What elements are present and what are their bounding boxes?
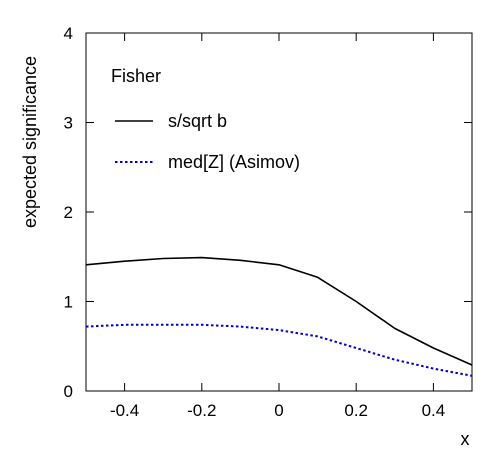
series-line-med-z-asimov [85, 323, 473, 377]
legend-title: Fisher [111, 66, 161, 86]
legend-label-med-z-asimov: med[Z] (Asimov) [168, 152, 300, 172]
y-tick-label: 3 [64, 114, 73, 133]
series-line-s-sqrt-b [85, 256, 473, 366]
legend: Fisher s/sqrt b med[Z] (Asimov) [111, 66, 300, 172]
x-tick-label: 0.2 [344, 401, 368, 420]
tick-marks [86, 32, 472, 392]
series-lines [85, 256, 473, 377]
plot-frame [85, 32, 473, 392]
x-tick-label: -0.2 [187, 401, 216, 420]
y-axis-title: expected significance [20, 56, 40, 228]
y-tick-label: 4 [64, 24, 73, 43]
x-axis-title: x [461, 429, 470, 449]
x-tick-label: 0 [274, 401, 283, 420]
y-tick-label: 2 [64, 203, 73, 222]
y-tick-label: 1 [64, 293, 73, 312]
y-tick-label: 0 [64, 382, 73, 401]
tick-labels: -0.4 -0.2 0 0.2 0.4 0 1 2 3 4 [64, 24, 446, 420]
x-tick-label: 0.4 [422, 401, 446, 420]
x-tick-label: -0.4 [110, 401, 139, 420]
legend-label-s-sqrt-b: s/sqrt b [168, 111, 227, 131]
